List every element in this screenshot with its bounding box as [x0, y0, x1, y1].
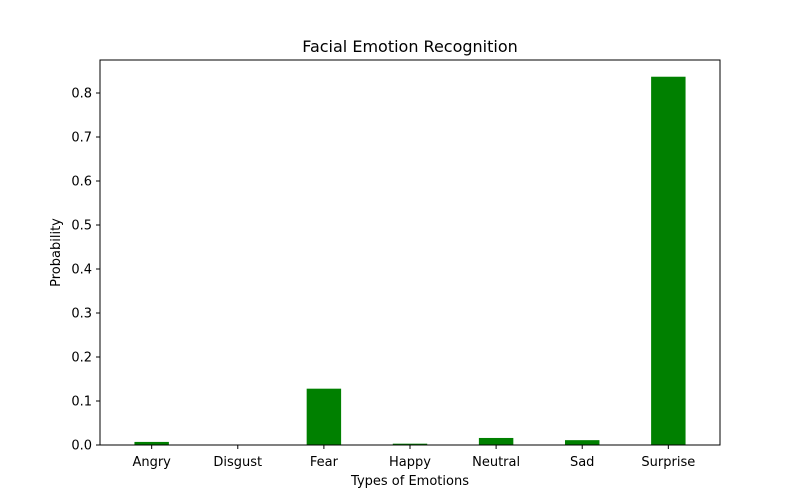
- x-tick-label: Sad: [570, 455, 594, 470]
- x-tick-label: Angry: [132, 455, 171, 470]
- x-tick-label: Neutral: [472, 455, 520, 470]
- x-tick-label: Fear: [310, 455, 339, 470]
- y-tick-label: 0.2: [71, 351, 92, 366]
- y-tick-label: 0.8: [71, 87, 92, 102]
- x-axis-label: Types of Emotions: [350, 474, 469, 489]
- y-tick-label: 0.3: [71, 307, 92, 322]
- chart-title: Facial Emotion Recognition: [302, 37, 518, 56]
- bar-surprise: [651, 76, 686, 445]
- y-axis-ticks: 0.0 0.1 0.2 0.3 0.4 0.5 0.6 0.7 0.8: [71, 87, 100, 454]
- bar-neutral: [478, 437, 514, 445]
- y-tick-label: 0.0: [71, 439, 92, 454]
- y-tick-label: 0.6: [71, 175, 92, 190]
- x-tick-label: Happy: [389, 455, 431, 470]
- bar-happy: [392, 443, 428, 445]
- y-tick-label: 0.4: [71, 263, 92, 278]
- bar-sad: [565, 440, 600, 445]
- x-axis-ticks: Angry Disgust Fear Happy Neutral Sad Surprise: [132, 445, 695, 470]
- plot-frame: [99, 59, 721, 446]
- x-tick-label: Disgust: [213, 455, 262, 470]
- y-tick-label: 0.7: [71, 131, 92, 146]
- bar-fear: [306, 388, 342, 445]
- y-axis-label: Probability: [49, 218, 64, 287]
- bars-group: [134, 76, 686, 445]
- y-tick-label: 0.5: [71, 219, 92, 234]
- x-tick-label: Surprise: [641, 455, 695, 470]
- bar-angry: [134, 441, 169, 445]
- y-tick-label: 0.1: [71, 395, 92, 410]
